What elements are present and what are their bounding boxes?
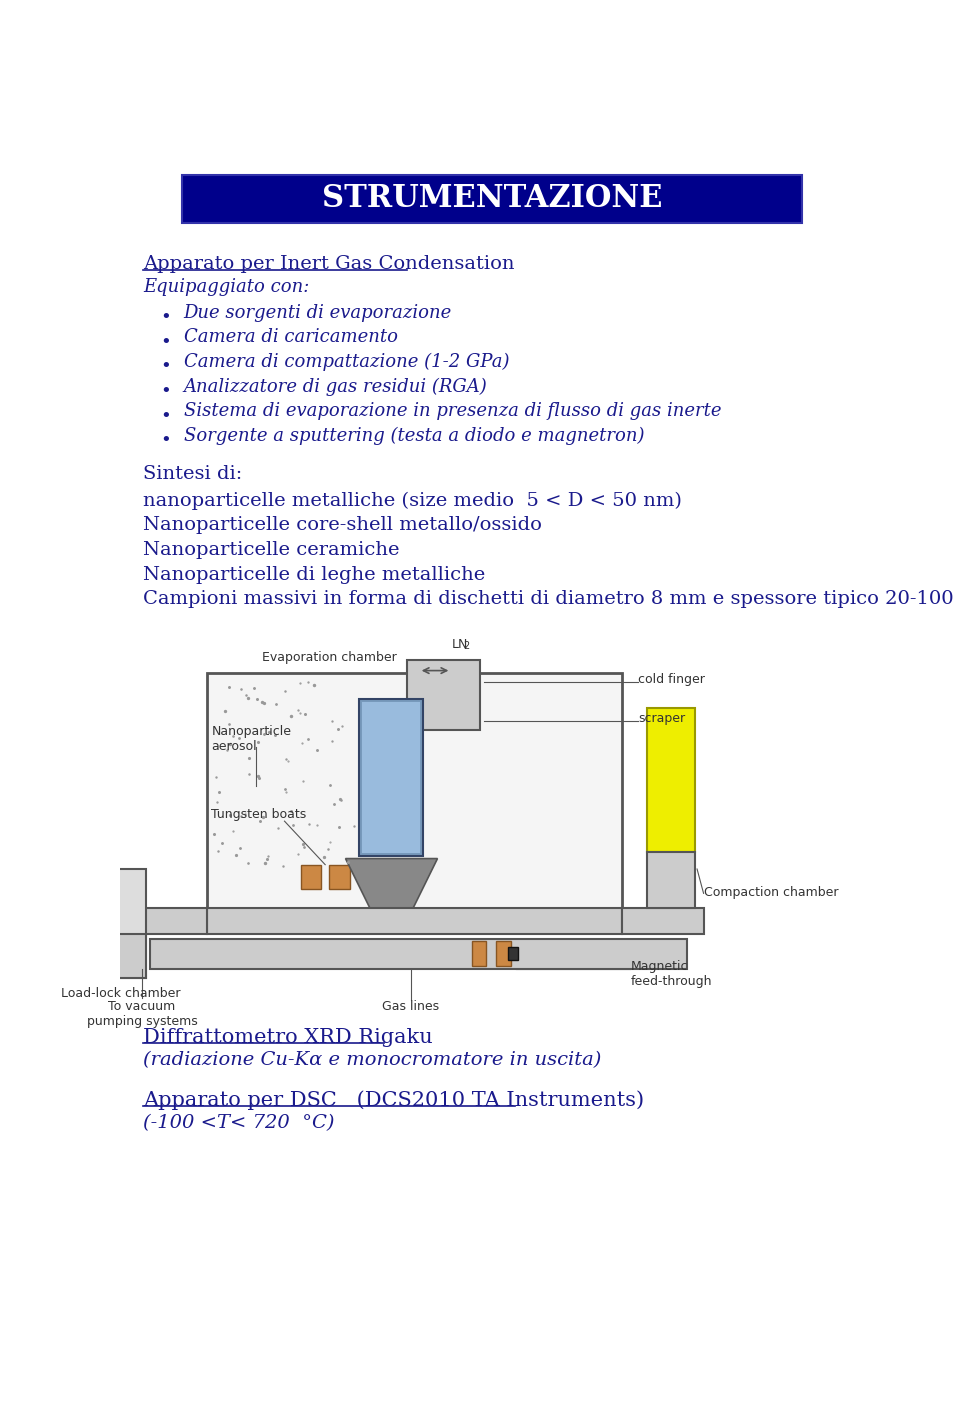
Text: •: •: [160, 383, 171, 401]
Text: •: •: [160, 359, 171, 376]
Bar: [118, 908, 207, 935]
Text: 2: 2: [464, 642, 470, 652]
Text: Nanoparticelle ceramiche: Nanoparticelle ceramiche: [143, 541, 399, 559]
Text: •: •: [160, 408, 171, 425]
Text: (-100 <T< 720  °C): (-100 <T< 720 °C): [143, 1114, 335, 1132]
Text: Apparato per Inert Gas Condensation: Apparato per Inert Gas Condensation: [143, 255, 515, 273]
Bar: [496, 942, 511, 966]
Text: •: •: [160, 310, 171, 327]
Text: Apparato per DSC   (DCS2010 TA Instruments): Apparato per DSC (DCS2010 TA Instruments…: [143, 1091, 644, 1111]
Bar: [60, 869, 146, 977]
Bar: [471, 942, 487, 966]
Text: Nanoparticle
aerosol: Nanoparticle aerosol: [211, 725, 291, 753]
Text: Gas lines: Gas lines: [382, 1000, 439, 1012]
Text: •: •: [160, 432, 171, 451]
Bar: [406, 660, 480, 729]
Bar: [363, 703, 420, 853]
Text: (radiazione Cu-Kα e monocromatore in uscita): (radiazione Cu-Kα e monocromatore in usc…: [143, 1050, 602, 1069]
Bar: [207, 673, 622, 929]
Text: Due sorgenti di evaporazione: Due sorgenti di evaporazione: [183, 304, 452, 321]
Bar: [622, 908, 704, 935]
Bar: [329, 865, 349, 888]
Text: Compaction chamber: Compaction chamber: [704, 887, 838, 900]
Text: Equipaggiato con:: Equipaggiato con:: [143, 279, 310, 296]
Text: Campioni massivi in forma di dischetti di diametro 8 mm e spessore tipico 20-100: Campioni massivi in forma di dischetti d…: [143, 590, 960, 608]
Text: cold finger: cold finger: [638, 673, 706, 686]
Text: Diffrattometro XRD Rigaku: Diffrattometro XRD Rigaku: [143, 1028, 433, 1046]
Polygon shape: [346, 859, 438, 908]
Text: STRUMENTAZIONE: STRUMENTAZIONE: [322, 183, 662, 214]
Text: To vacuum
pumping systems: To vacuum pumping systems: [86, 1000, 198, 1028]
Text: Magnetic
feed-through: Magnetic feed-through: [631, 960, 711, 988]
Bar: [182, 175, 802, 222]
Bar: [508, 948, 518, 959]
Text: Camera di compattazione (1-2 GPa): Camera di compattazione (1-2 GPa): [183, 353, 509, 372]
Text: LN: LN: [451, 638, 468, 652]
Text: Nanoparticelle di leghe metalliche: Nanoparticelle di leghe metalliche: [143, 566, 486, 583]
Text: Analizzatore di gas residui (RGA): Analizzatore di gas residui (RGA): [183, 377, 488, 396]
Text: Sorgente a sputtering (testa a diodo e magnetron): Sorgente a sputtering (testa a diodo e m…: [183, 427, 644, 445]
Text: Nanoparticelle core-shell metallo/ossido: Nanoparticelle core-shell metallo/ossido: [143, 517, 542, 534]
Text: scraper: scraper: [638, 712, 685, 725]
Text: Tungsten boats: Tungsten boats: [211, 808, 306, 821]
Bar: [300, 865, 321, 888]
Text: Evaporation chamber: Evaporation chamber: [262, 652, 396, 665]
Bar: [647, 852, 695, 908]
Text: Load-lock chamber: Load-lock chamber: [60, 987, 180, 1000]
Bar: [647, 708, 695, 852]
Text: •: •: [160, 334, 171, 352]
Text: nanoparticelle metalliche (size medio  5 < D < 50 nm): nanoparticelle metalliche (size medio 5 …: [143, 491, 683, 510]
Bar: [207, 908, 622, 935]
Text: Sistema di evaporazione in presenza di flusso di gas inerte: Sistema di evaporazione in presenza di f…: [183, 403, 721, 420]
Bar: [150, 939, 687, 969]
Text: Sintesi di:: Sintesi di:: [143, 466, 243, 483]
Bar: [359, 700, 422, 856]
Bar: [118, 935, 146, 977]
Text: Camera di caricamento: Camera di caricamento: [183, 328, 397, 346]
